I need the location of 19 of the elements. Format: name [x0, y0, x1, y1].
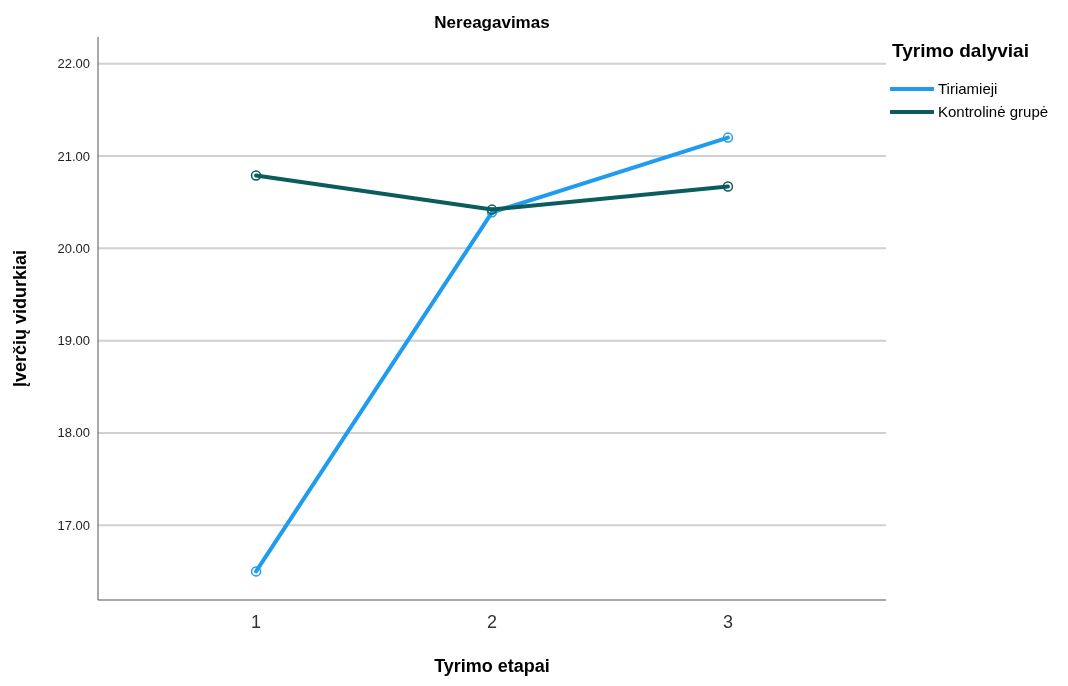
y-tick-label: 21.00	[57, 148, 90, 164]
y-tick-label: 17.00	[57, 517, 90, 533]
legend-label: Tiriamieji	[938, 80, 998, 98]
x-tick-label: 3	[722, 612, 733, 632]
point	[250, 170, 262, 181]
legend-label: Kontrolinė grupė	[938, 103, 1049, 121]
y-tick-label: 18.00	[57, 425, 90, 441]
point	[722, 181, 734, 192]
x-axis-title: Tyrimo etapai	[434, 656, 550, 676]
y-tick-label: 22.00	[57, 56, 90, 72]
x-tick-label: 2	[486, 612, 498, 632]
y-tick-label: 20.00	[57, 240, 90, 256]
chart-title: Nereagavimas	[434, 13, 550, 32]
y-axis-title: Įverčių vidurkiai	[10, 249, 30, 388]
point	[722, 132, 734, 143]
legend-title: Tyrimo dalyviai	[892, 40, 1029, 61]
y-tick-label: 19.00	[57, 333, 90, 349]
point	[250, 566, 262, 577]
x-tick-label: 1	[251, 612, 262, 632]
